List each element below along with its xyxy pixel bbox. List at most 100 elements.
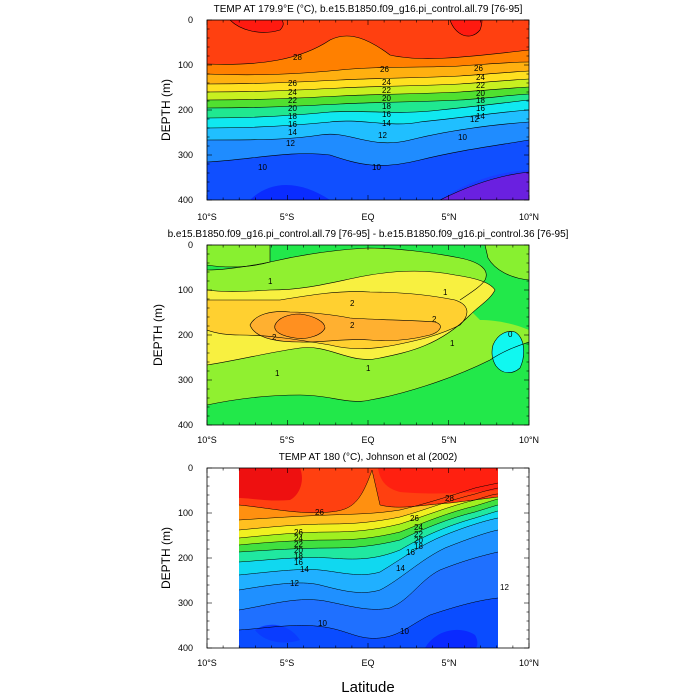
contour-label: 20: [288, 104, 297, 113]
contour-label: 12: [470, 115, 479, 124]
contour-label: 28: [293, 53, 302, 62]
panel-3-y-axis-label: DEPTH (m): [159, 527, 173, 589]
contour-label: 14: [382, 119, 391, 128]
contour-label: 26: [294, 528, 303, 537]
y-tick-label: 300: [178, 375, 193, 385]
panel-1-contour-fill: [207, 20, 529, 200]
contour-label: 18: [382, 102, 391, 111]
x-axis-label: Latitude: [341, 679, 394, 696]
contour-label: 26: [315, 508, 324, 517]
contour-label: 12: [286, 139, 295, 148]
contour-label: 20: [382, 94, 391, 103]
contour-label: 22: [288, 96, 297, 105]
contour-label: 20: [476, 89, 485, 98]
panel-1-temp-model: TEMP AT 179.9°E (°C), b.e15.B1850.f09_g1…: [159, 4, 539, 222]
x-tick-label: 10°N: [519, 212, 539, 222]
contour-label: 12: [378, 131, 387, 140]
contour-label: 24: [382, 78, 391, 87]
contour-label: 22: [476, 81, 485, 90]
panel-2-title: b.e15.B1850.f09_g16.pi_control.all.79 [7…: [168, 229, 569, 240]
x-tick-label: 10°N: [519, 435, 539, 445]
panel-2-temp-difference: b.e15.B1850.f09_g16.pi_control.all.79 [7…: [151, 229, 569, 445]
contour-label: 18: [476, 96, 485, 105]
x-tick-label: 5°N: [441, 658, 456, 668]
contour-label: 18: [288, 112, 297, 121]
contour-label: 1: [366, 364, 371, 373]
panel-2-y-ticks: 0 100 200 300 400: [178, 240, 193, 430]
contour-label: 20: [414, 536, 423, 545]
x-tick-label: 5°S: [280, 212, 295, 222]
x-tick-label: EQ: [361, 658, 374, 668]
contour-label: 12: [290, 579, 299, 588]
panel-1-title: TEMP AT 179.9°E (°C), b.e15.B1850.f09_g1…: [214, 4, 523, 15]
y-tick-label: 300: [178, 150, 193, 160]
contour-label: 1: [450, 339, 455, 348]
y-tick-label: 100: [178, 60, 193, 70]
contour-label: 1: [443, 288, 448, 297]
y-tick-label: 400: [178, 195, 193, 205]
contour-label: 14: [288, 128, 297, 137]
panel-3-y-ticks: 0 100 200 300 400: [178, 463, 193, 653]
contour-label: 16: [288, 120, 297, 129]
y-tick-label: 400: [178, 643, 193, 653]
panel-1-y-ticks: 0 100 200 300 400: [178, 15, 193, 205]
contour-label: 10: [258, 163, 267, 172]
axis-tick-marks: [206, 19, 530, 649]
y-tick-label: 100: [178, 285, 193, 295]
contour-label: 16: [294, 558, 303, 567]
contour-label: 28: [445, 494, 454, 503]
contour-label: 2: [432, 315, 437, 324]
contour-label: 14: [300, 565, 309, 574]
contour-label: 18: [414, 542, 423, 551]
y-tick-label: 0: [188, 463, 193, 473]
contour-label: 10: [400, 627, 409, 636]
y-tick-label: 0: [188, 240, 193, 250]
contour-label: 22: [414, 530, 423, 539]
panel-2-contour-fill: [207, 245, 529, 425]
contour-label: 26: [474, 64, 483, 73]
x-tick-label: 10°S: [197, 212, 217, 222]
x-tick-label: 10°S: [197, 658, 217, 668]
panel-3-contour-fill: [207, 468, 529, 648]
x-tick-label: 5°N: [441, 435, 456, 445]
contour-label: 26: [380, 65, 389, 74]
contour-label: 16: [476, 104, 485, 113]
contour-label: 2: [350, 321, 355, 330]
x-tick-label: EQ: [361, 435, 374, 445]
contour-label: 16: [382, 110, 391, 119]
x-tick-label: 5°N: [441, 212, 456, 222]
panel-3-temp-observed: TEMP AT 180 (°C), Johnson et al (2002): [159, 452, 539, 696]
contour-label: 10: [458, 133, 467, 142]
contour-label: 2: [272, 333, 277, 342]
panel-1-y-axis-label: DEPTH (m): [159, 79, 173, 141]
panel-2-contour-labels: 1 2 2 2 2 1 1 1 0 1: [268, 277, 513, 378]
contour-label: 16: [406, 548, 415, 557]
contour-label: 2: [350, 299, 355, 308]
contour-label: 24: [288, 88, 297, 97]
contour-label: 14: [396, 564, 405, 573]
panel-1-contour-labels: 28 26 24 22 20 18 16 14 12 10 26 24 22 2…: [258, 53, 485, 172]
y-tick-label: 400: [178, 420, 193, 430]
x-tick-label: 5°S: [280, 435, 295, 445]
y-tick-label: 100: [178, 508, 193, 518]
y-tick-label: 200: [178, 330, 193, 340]
contour-label: 26: [288, 79, 297, 88]
contour-label: 24: [414, 523, 423, 532]
y-tick-label: 200: [178, 105, 193, 115]
contour-label: 10: [372, 163, 381, 172]
x-tick-label: 10°N: [519, 658, 539, 668]
y-tick-label: 200: [178, 553, 193, 563]
contour-label: 24: [294, 534, 303, 543]
contour-label: 22: [294, 540, 303, 549]
y-tick-label: 0: [188, 15, 193, 25]
contour-label: 1: [275, 369, 280, 378]
x-tick-label: 5°S: [280, 658, 295, 668]
contour-label: 14: [476, 112, 485, 121]
contour-label: 12: [500, 583, 509, 592]
contour-label: 18: [294, 552, 303, 561]
panel-3-contour-labels: 28 26 26 24 22 20 18 16 14 12 10 26 24 2…: [290, 494, 509, 636]
contour-label: 0: [508, 330, 513, 339]
panel-3-x-ticks: 10°S 5°S EQ 5°N 10°N: [197, 658, 539, 668]
contour-label: 20: [294, 546, 303, 555]
